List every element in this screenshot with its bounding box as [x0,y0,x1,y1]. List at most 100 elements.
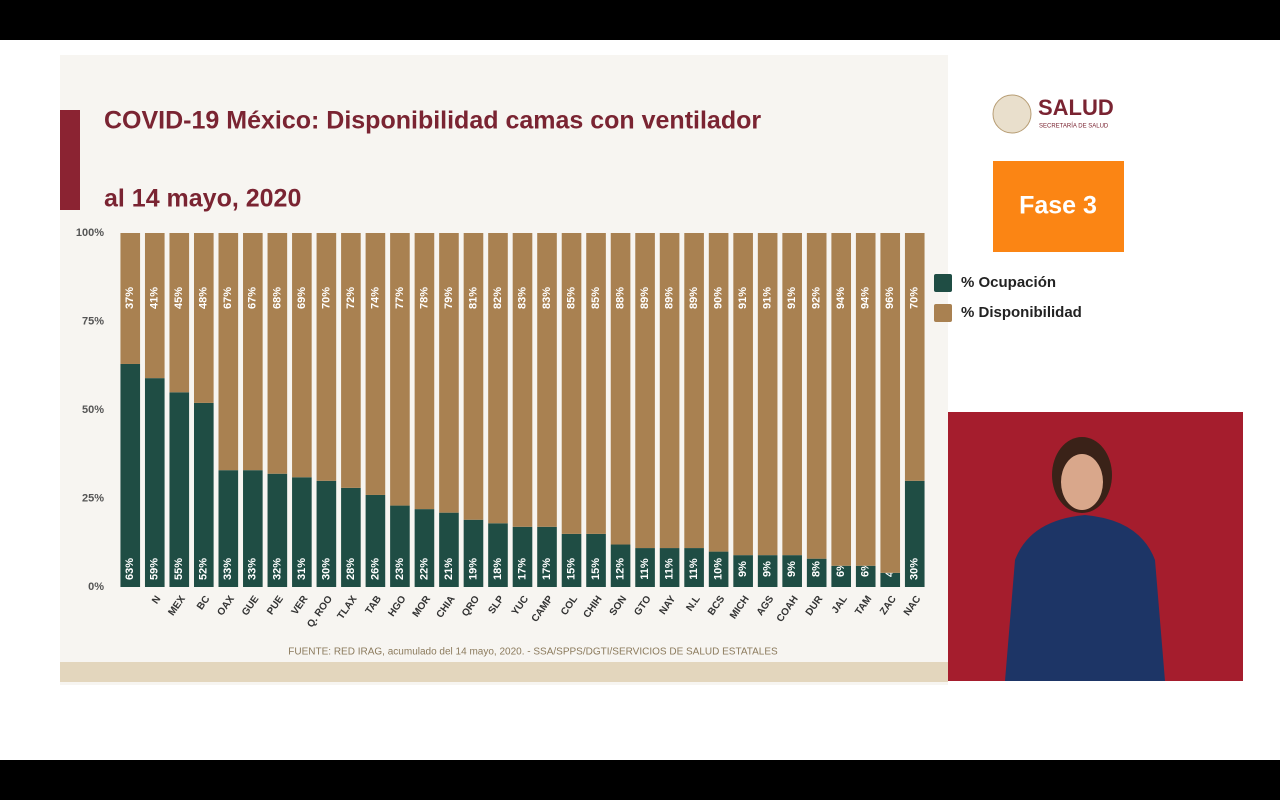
bar-segment [561,533,582,587]
bar-segment [414,509,435,587]
value-label: 72% [345,287,357,309]
value-label: 67% [247,287,259,309]
value-label: 91% [762,287,774,309]
bar-segment [855,233,876,566]
value-label: 90% [713,287,725,309]
bar-segment [439,233,459,513]
legend-swatch [934,304,952,322]
bar-segment [365,233,386,495]
bar-segment [243,233,263,471]
value-label: 63% [124,558,136,580]
phase-box [993,161,1124,252]
chart-subtitle: al 14 mayo, 2020 [104,185,301,213]
value-label: 11% [663,558,675,580]
bar-segment [635,548,655,587]
bar-segment [733,555,753,587]
bar-segment [414,233,435,510]
value-label: 70% [909,287,921,309]
bar-segment [831,565,852,587]
footer-strip [60,662,948,682]
bar-segment [880,233,901,573]
source: FUENTE: RED IRAG, acumulado del 14 mayo,… [288,647,778,658]
bar-segment [512,233,533,527]
value-label: 89% [663,287,675,309]
bar-segment [341,233,361,488]
bar-segment [684,233,704,549]
y-tick-label: 75% [82,315,104,327]
value-label: 94% [835,287,847,309]
bar-segment [880,572,901,587]
value-label: 33% [222,558,234,580]
value-label: 83% [541,287,553,309]
value-label: 32% [271,558,283,580]
value-label: 70% [320,287,332,309]
value-label: 21% [443,558,455,580]
value-label: 82% [492,287,504,309]
bar-segment [267,233,288,474]
legend-swatch [934,274,952,292]
bar-segment [169,233,190,393]
bar-segment [390,233,410,506]
accent [60,110,80,210]
bar-segment [439,512,459,587]
bar-segment [610,233,631,545]
value-label: 96% [884,287,896,309]
bar-segment [169,392,190,587]
bar-segment [463,519,484,587]
legend-label: % Ocupación [961,274,1056,291]
value-label: 9% [762,561,774,577]
bar-segment [390,505,410,587]
y-tick-label: 25% [82,492,104,504]
value-label: 41% [149,287,161,309]
value-label: 30% [909,558,921,580]
bar-segment [341,487,361,587]
bar-segment [708,233,729,552]
bar-segment [120,363,141,587]
value-label: 92% [811,287,823,309]
value-label: 31% [296,558,308,580]
value-label: 22% [418,558,430,580]
value-label: 33% [247,558,259,580]
value-label: 11% [688,558,700,580]
bar-segment [708,551,729,587]
value-label: 67% [222,287,234,309]
value-label: 8% [811,561,823,577]
value-label: 89% [639,287,651,309]
value-label: 52% [198,558,210,580]
value-label: 9% [786,561,798,577]
bar-segment [365,494,386,587]
bar-segment [806,233,827,559]
figure-body [1005,515,1165,681]
brand: SALUD [1038,95,1114,120]
bar-segment [243,470,263,587]
top-bar [0,0,1280,40]
bar-segment [144,378,165,587]
bar-segment [757,233,778,556]
value-label: 17% [541,558,553,580]
value-label: 85% [565,287,577,309]
value-label: 69% [296,287,308,309]
bar-segment [659,548,680,587]
value-label: 68% [271,287,283,309]
value-label: 12% [614,558,626,580]
bar-segment [757,555,778,587]
y-tick-label: 0% [88,581,104,593]
bar-segment [561,233,582,534]
value-label: 81% [467,287,479,309]
value-label: 55% [173,558,185,580]
bar-segment [733,233,753,556]
bar-segment [684,548,704,587]
bar-segment [292,233,312,478]
bar-segment [586,533,606,587]
bar-segment [831,233,852,566]
bar-segment [537,233,557,527]
bar-segment [904,480,925,587]
figure-face [1061,454,1103,510]
bar-segment [635,233,655,549]
bar-segment [610,544,631,587]
bar-segment [806,558,827,587]
value-label: 89% [688,287,700,309]
phase: Fase 3 [1019,192,1097,220]
value-label: 91% [737,287,749,309]
